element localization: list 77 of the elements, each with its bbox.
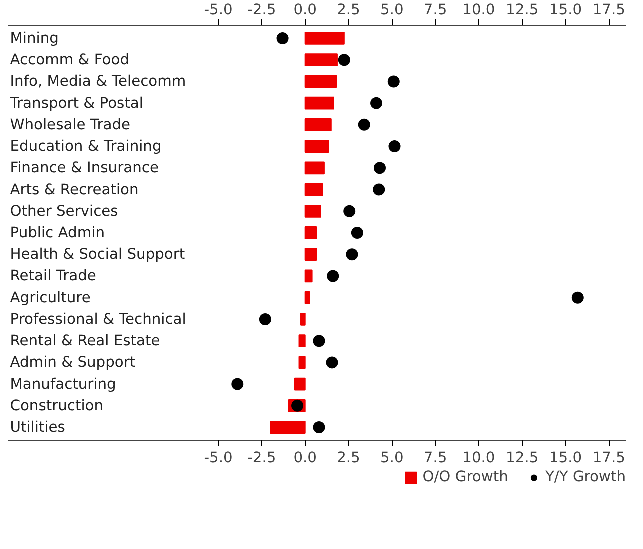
- bar: [304, 140, 330, 153]
- x-tick-label: 2.5: [337, 2, 360, 18]
- y-tick-label: Transport & Postal: [9, 94, 144, 112]
- point: [259, 313, 272, 326]
- bar: [304, 204, 322, 218]
- bar: [300, 313, 306, 326]
- y-tick-label: Accomm & Food: [10, 52, 130, 69]
- y-tick-label: Info, Media & Telecomm: [10, 73, 186, 90]
- x2-tick-label: 10.0: [462, 450, 496, 466]
- y-tick-label: Health & Social Support: [10, 246, 186, 264]
- point: [388, 140, 401, 153]
- point: [326, 356, 338, 369]
- x2-tick-label: 2.5: [337, 450, 360, 466]
- bar: [304, 248, 318, 262]
- x-tick-label: 7.5: [424, 2, 448, 18]
- x2-tick-label: 7.5: [424, 450, 448, 466]
- x2-tick-label: -2.5: [248, 450, 276, 466]
- point: [358, 118, 370, 131]
- point: [346, 248, 358, 261]
- bar: [298, 334, 306, 348]
- x2-tick-label: 0.0: [294, 450, 318, 466]
- y-tick-label: Manufacturing: [10, 376, 116, 393]
- y-tick-label: Public Admin: [10, 224, 105, 242]
- x-tick-label: 15.0: [549, 2, 582, 18]
- bar: [304, 32, 345, 45]
- y-tick-label: Mining: [10, 30, 59, 47]
- point: [572, 292, 584, 304]
- x-tick-label: -5.0: [204, 2, 233, 18]
- y-tick-label: Admin & Support: [10, 354, 136, 372]
- y-tick-label: Arts & Recreation: [10, 181, 139, 198]
- bar: [304, 118, 332, 132]
- point: [388, 76, 400, 88]
- bar: [270, 421, 306, 434]
- point: [313, 422, 326, 434]
- point: [374, 162, 386, 174]
- x2-tick-label: -5.0: [204, 450, 233, 466]
- point: [344, 205, 356, 218]
- y-tick-label: Rental & Real Estate: [10, 332, 160, 350]
- x2-tick-label: 12.5: [506, 450, 539, 466]
- legend-label: O/O Growth: [422, 468, 508, 486]
- bar: [304, 162, 325, 175]
- bar: [304, 75, 338, 88]
- y-tick-label: Agriculture: [10, 289, 91, 306]
- point: [313, 335, 326, 348]
- y-tick-label: Construction: [10, 397, 104, 414]
- point: [327, 270, 340, 282]
- y-tick-label: Professional & Technical: [10, 310, 186, 328]
- x-tick-label: 17.5: [592, 2, 626, 18]
- point: [351, 227, 364, 239]
- bar: [304, 270, 313, 283]
- y-tick-label: Finance & Insurance: [10, 160, 159, 177]
- x2-tick-label: 17.5: [592, 450, 626, 466]
- y-tick-label: Wholesale Trade: [10, 116, 131, 134]
- y-tick-label: Utilities: [10, 419, 66, 436]
- bar: [298, 356, 306, 370]
- point: [338, 54, 350, 66]
- bar: [294, 378, 306, 391]
- y-tick-label: Retail Trade: [10, 268, 96, 285]
- x-tick-label: 12.5: [506, 2, 539, 18]
- x-tick-label: -2.5: [248, 2, 276, 18]
- point: [276, 32, 289, 44]
- point: [373, 184, 386, 196]
- x2-tick-label: 5.0: [380, 450, 404, 466]
- bar: [304, 226, 318, 240]
- legend-label: Y/Y Growth: [545, 468, 626, 486]
- point: [232, 378, 244, 390]
- y-tick-label: Other Services: [10, 202, 118, 220]
- y-tick-label: Education & Training: [10, 138, 162, 156]
- x2-tick-label: 15.0: [549, 450, 582, 466]
- x-tick-label: 0.0: [294, 2, 318, 18]
- bar: [304, 96, 334, 110]
- x-tick-label: 10.0: [462, 2, 496, 18]
- x-tick-label: 5.0: [380, 2, 404, 18]
- bar: [304, 54, 338, 67]
- bar: [304, 291, 310, 304]
- bar: [304, 183, 324, 196]
- point: [370, 97, 383, 110]
